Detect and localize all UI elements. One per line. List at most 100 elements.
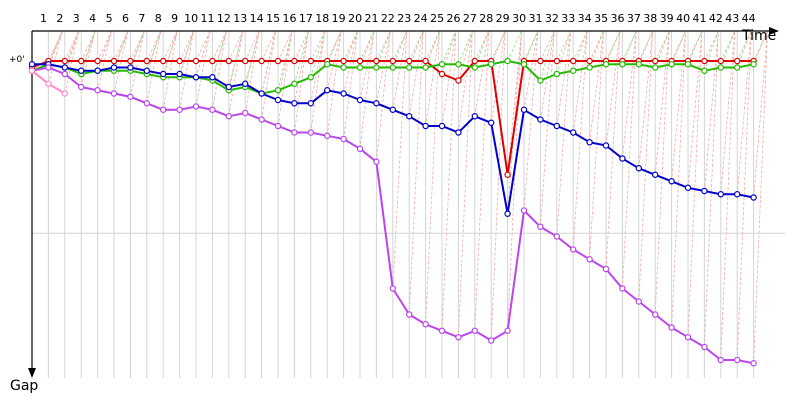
lap-connector xyxy=(490,30,506,65)
lap-connector xyxy=(97,30,112,62)
data-point xyxy=(291,129,298,136)
lap-connector xyxy=(212,30,227,110)
data-point xyxy=(192,57,200,65)
lap-connector xyxy=(179,30,194,62)
lap-connector xyxy=(310,30,326,133)
lap-connector xyxy=(294,30,309,62)
lap-connector xyxy=(162,30,178,75)
lap-connector xyxy=(687,30,703,65)
data-point xyxy=(504,210,511,217)
lap-connector xyxy=(441,30,457,331)
lap-connector xyxy=(572,30,588,250)
lap-connector xyxy=(146,30,162,62)
lap-label: 1 xyxy=(40,12,47,25)
lap-connector xyxy=(589,30,604,62)
data-point xyxy=(94,67,101,74)
data-point xyxy=(553,122,561,130)
data-point xyxy=(734,191,741,198)
lap-connectors xyxy=(48,30,768,364)
lap-label: 25 xyxy=(430,12,444,25)
lap-label: 39 xyxy=(660,12,674,25)
lap-connector xyxy=(490,30,506,123)
data-point xyxy=(176,57,183,65)
lap-connector xyxy=(687,30,703,338)
data-point xyxy=(635,61,643,68)
lap-connector xyxy=(704,30,719,192)
lap-connector xyxy=(687,30,703,188)
data-point xyxy=(159,57,167,65)
data-point xyxy=(504,171,511,178)
data-point xyxy=(127,57,134,65)
data-point xyxy=(77,83,85,91)
lap-connector xyxy=(261,30,276,120)
data-point xyxy=(422,64,429,71)
lap-connector xyxy=(310,30,326,104)
lap-connector xyxy=(212,30,227,62)
lap-connector xyxy=(425,30,440,127)
data-point xyxy=(340,90,347,97)
data-point xyxy=(488,119,495,126)
data-point xyxy=(258,90,265,97)
lap-connector xyxy=(589,30,604,260)
data-point xyxy=(750,61,757,68)
lap-label: 33 xyxy=(561,12,575,25)
data-point xyxy=(537,57,544,65)
lap-connector xyxy=(654,30,670,175)
data-point xyxy=(553,233,561,240)
data-point xyxy=(143,57,150,65)
lap-connector xyxy=(326,30,342,136)
data-point xyxy=(127,93,134,100)
data-point xyxy=(570,246,577,253)
lap-connector xyxy=(179,30,194,110)
lap-connector xyxy=(605,30,621,65)
data-point xyxy=(192,103,200,110)
lap-connector xyxy=(392,30,408,110)
data-point xyxy=(389,64,396,71)
data-point xyxy=(176,106,183,113)
data-point xyxy=(471,64,478,71)
lap-label: 40 xyxy=(676,12,690,25)
data-point xyxy=(110,57,118,65)
lap-connector xyxy=(507,30,522,175)
lap-connector xyxy=(704,30,719,71)
data-point xyxy=(635,165,643,172)
data-point xyxy=(701,67,708,74)
lap-connector xyxy=(753,30,768,198)
lap-label: 34 xyxy=(578,12,592,25)
data-point xyxy=(471,327,478,334)
lap-label: 23 xyxy=(397,12,411,25)
data-point xyxy=(619,155,626,162)
data-point xyxy=(274,57,282,65)
lap-connector xyxy=(277,30,293,62)
lap-connector xyxy=(736,30,752,62)
lap-label: 28 xyxy=(479,12,493,25)
lap-label: 3 xyxy=(73,12,80,25)
lap-connector xyxy=(80,30,96,62)
lap-connector xyxy=(80,30,96,75)
data-point xyxy=(668,61,675,68)
lap-connector xyxy=(179,30,194,75)
lap-connector xyxy=(507,30,522,331)
data-point xyxy=(734,356,741,364)
lap-connector xyxy=(654,30,670,315)
data-point xyxy=(143,100,150,107)
data-point xyxy=(176,70,183,78)
data-point xyxy=(258,116,265,123)
data-point xyxy=(307,100,314,107)
lap-connector xyxy=(195,30,211,107)
data-point xyxy=(701,57,708,65)
lap-connector xyxy=(523,30,539,110)
data-point xyxy=(94,87,101,94)
lap-label: 27 xyxy=(463,12,477,25)
x-axis-arrow xyxy=(769,27,779,35)
data-point xyxy=(94,57,101,65)
data-point xyxy=(61,64,69,71)
lap-connector xyxy=(244,30,260,114)
lap-connector xyxy=(474,30,490,62)
data-point xyxy=(668,178,675,185)
lap-connector xyxy=(441,30,457,127)
data-point xyxy=(553,70,561,78)
lap-connector xyxy=(556,30,572,127)
lap-connector xyxy=(753,30,768,65)
lap-label: 26 xyxy=(446,12,460,25)
